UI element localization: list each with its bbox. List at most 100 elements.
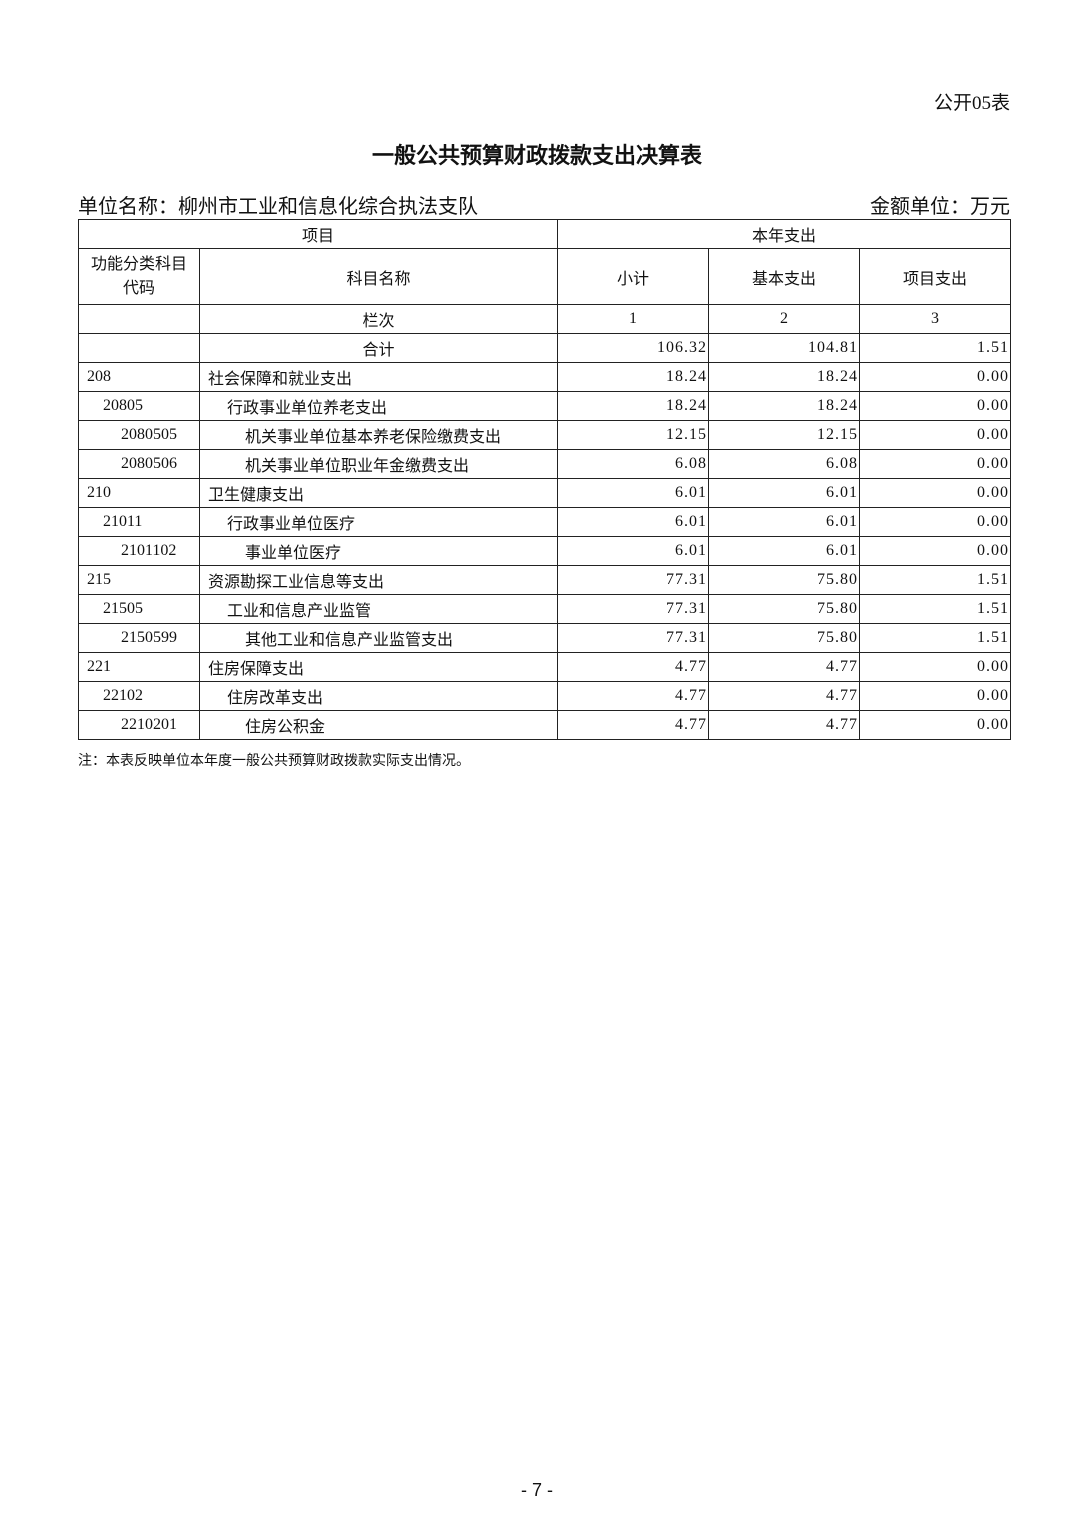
code-cell: 2101102 bbox=[78, 536, 200, 566]
code-cell: 20805 bbox=[78, 391, 200, 421]
index-number: 1 bbox=[557, 304, 710, 334]
code-cell: 208 bbox=[78, 362, 200, 392]
amount-cell: 4.77 bbox=[708, 681, 861, 711]
name-cell: 住房改革支出 bbox=[198, 681, 559, 711]
name-cell: 机关事业单位基本养老保险缴费支出 bbox=[198, 420, 559, 450]
code-cell: 210 bbox=[78, 478, 200, 508]
amount-cell: 75.80 bbox=[708, 565, 861, 595]
column-header: 基本支出 bbox=[708, 248, 861, 305]
amount-cell: 75.80 bbox=[708, 623, 861, 653]
name-cell: 住房保障支出 bbox=[198, 652, 559, 682]
name-cell: 住房公积金 bbox=[198, 710, 559, 740]
amount-cell: 18.24 bbox=[557, 362, 710, 392]
code-cell: 2210201 bbox=[78, 710, 200, 740]
name-cell: 卫生健康支出 bbox=[198, 478, 559, 508]
amount-cell: 6.01 bbox=[557, 536, 710, 566]
code-cell: 221 bbox=[78, 652, 200, 682]
name-cell: 其他工业和信息产业监管支出 bbox=[198, 623, 559, 653]
code-cell: 215 bbox=[78, 565, 200, 595]
cell bbox=[78, 333, 200, 363]
amount-cell: 6.01 bbox=[557, 478, 710, 508]
form-number: 公开05表 bbox=[933, 93, 1010, 114]
amount-cell: 0.00 bbox=[859, 507, 1012, 537]
name-cell: 机关事业单位职业年金缴费支出 bbox=[198, 449, 559, 479]
amount-cell: 77.31 bbox=[557, 594, 710, 624]
index-number: 3 bbox=[859, 304, 1012, 334]
amount-cell: 6.08 bbox=[557, 449, 710, 479]
column-header-text: 功能分类科目代码 bbox=[90, 255, 187, 297]
amount-cell: 0.00 bbox=[859, 391, 1012, 421]
amount-cell: 4.77 bbox=[557, 681, 710, 711]
amount-cell: 77.31 bbox=[557, 565, 710, 595]
data-row: 208 社会保障和就业支出 18.24 18.24 0.00 bbox=[78, 362, 1012, 392]
amount-cell: 18.24 bbox=[557, 391, 710, 421]
unit-name: 单位名称：柳州市工业和信息化综合执法支队 bbox=[78, 196, 478, 218]
amount-cell: 6.01 bbox=[557, 507, 710, 537]
amount-cell: 6.01 bbox=[708, 507, 861, 537]
total-value: 106.32 bbox=[557, 333, 710, 363]
title: 一般公共预算财政拨款支出决算表 bbox=[371, 143, 702, 168]
code-cell: 21011 bbox=[78, 507, 200, 537]
amount-cell: 4.77 bbox=[708, 652, 861, 682]
total-label: 合计 bbox=[198, 333, 559, 363]
index-number: 2 bbox=[708, 304, 861, 334]
data-row: 2150599 其他工业和信息产业监管支出 77.31 75.80 1.51 bbox=[78, 623, 1012, 653]
amount-cell: 0.00 bbox=[859, 681, 1012, 711]
name-cell: 行政事业单位养老支出 bbox=[198, 391, 559, 421]
index-row: 栏次 1 2 3 bbox=[78, 304, 1012, 334]
data-row: 20805 行政事业单位养老支出 18.24 18.24 0.00 bbox=[78, 391, 1012, 421]
name-cell: 行政事业单位医疗 bbox=[198, 507, 559, 537]
name-cell: 资源勘探工业信息等支出 bbox=[198, 565, 559, 595]
amount-cell: 18.24 bbox=[708, 362, 861, 392]
amount-cell: 6.01 bbox=[708, 478, 861, 508]
group-header-row: 项目 本年支出 bbox=[77, 219, 1012, 249]
amount-cell: 77.31 bbox=[557, 623, 710, 653]
code-cell: 22102 bbox=[78, 681, 200, 711]
amount-unit: 金额单位：万元 bbox=[870, 196, 1010, 218]
amount-cell: 0.00 bbox=[859, 652, 1012, 682]
data-row: 21011 行政事业单位医疗 6.01 6.01 0.00 bbox=[78, 507, 1012, 537]
amount-cell: 1.51 bbox=[859, 623, 1012, 653]
name-cell: 社会保障和就业支出 bbox=[198, 362, 559, 392]
group-header: 本年支出 bbox=[557, 219, 1012, 249]
amount-cell: 6.01 bbox=[708, 536, 861, 566]
cell bbox=[78, 304, 200, 334]
column-header: 项目支出 bbox=[859, 248, 1012, 305]
amount-cell: 18.24 bbox=[708, 391, 861, 421]
amount-cell: 12.15 bbox=[557, 420, 710, 450]
amount-cell: 4.77 bbox=[557, 710, 710, 740]
group-header: 项目 bbox=[77, 219, 559, 249]
amount-cell: 0.00 bbox=[859, 420, 1012, 450]
code-cell: 2080506 bbox=[78, 449, 200, 479]
amount-cell: 1.51 bbox=[859, 565, 1012, 595]
data-row: 22102 住房改革支出 4.77 4.77 0.00 bbox=[78, 681, 1012, 711]
amount-cell: 75.80 bbox=[708, 594, 861, 624]
code-cell: 2150599 bbox=[78, 623, 200, 653]
amount-cell: 6.08 bbox=[708, 449, 861, 479]
page-number: - 7 - bbox=[520, 1480, 553, 1500]
expenditure-table: 项目 本年支出 功能分类科目代码 科目名称 小计 基本支出 项目支出 栏次 1 … bbox=[77, 219, 1012, 740]
data-row: 2210201 住房公积金 4.77 4.77 0.00 bbox=[78, 710, 1012, 740]
total-row: 合计 106.32 104.81 1.51 bbox=[78, 333, 1012, 363]
amount-cell: 4.77 bbox=[557, 652, 710, 682]
amount-cell: 0.00 bbox=[859, 536, 1012, 566]
column-header: 功能分类科目代码 bbox=[78, 248, 200, 305]
name-cell: 事业单位医疗 bbox=[198, 536, 559, 566]
code-cell: 2080505 bbox=[78, 420, 200, 450]
amount-cell: 0.00 bbox=[859, 478, 1012, 508]
data-row: 221 住房保障支出 4.77 4.77 0.00 bbox=[78, 652, 1012, 682]
code-cell: 21505 bbox=[78, 594, 200, 624]
data-row: 2101102 事业单位医疗 6.01 6.01 0.00 bbox=[78, 536, 1012, 566]
table-body: 项目 本年支出 功能分类科目代码 科目名称 小计 基本支出 项目支出 栏次 1 … bbox=[77, 219, 1012, 740]
data-row: 210 卫生健康支出 6.01 6.01 0.00 bbox=[78, 478, 1012, 508]
name-cell: 工业和信息产业监管 bbox=[198, 594, 559, 624]
column-header-row: 功能分类科目代码 科目名称 小计 基本支出 项目支出 bbox=[78, 248, 1012, 305]
amount-cell: 0.00 bbox=[859, 362, 1012, 392]
data-row: 2080506 机关事业单位职业年金缴费支出 6.08 6.08 0.00 bbox=[78, 449, 1012, 479]
note: 注：本表反映单位本年度一般公共预算财政拨款实际支出情况。 bbox=[78, 754, 470, 769]
data-row: 215 资源勘探工业信息等支出 77.31 75.80 1.51 bbox=[78, 565, 1012, 595]
data-row: 2080505 机关事业单位基本养老保险缴费支出 12.15 12.15 0.00 bbox=[78, 420, 1012, 450]
amount-cell: 1.51 bbox=[859, 594, 1012, 624]
column-header: 科目名称 bbox=[198, 248, 559, 305]
